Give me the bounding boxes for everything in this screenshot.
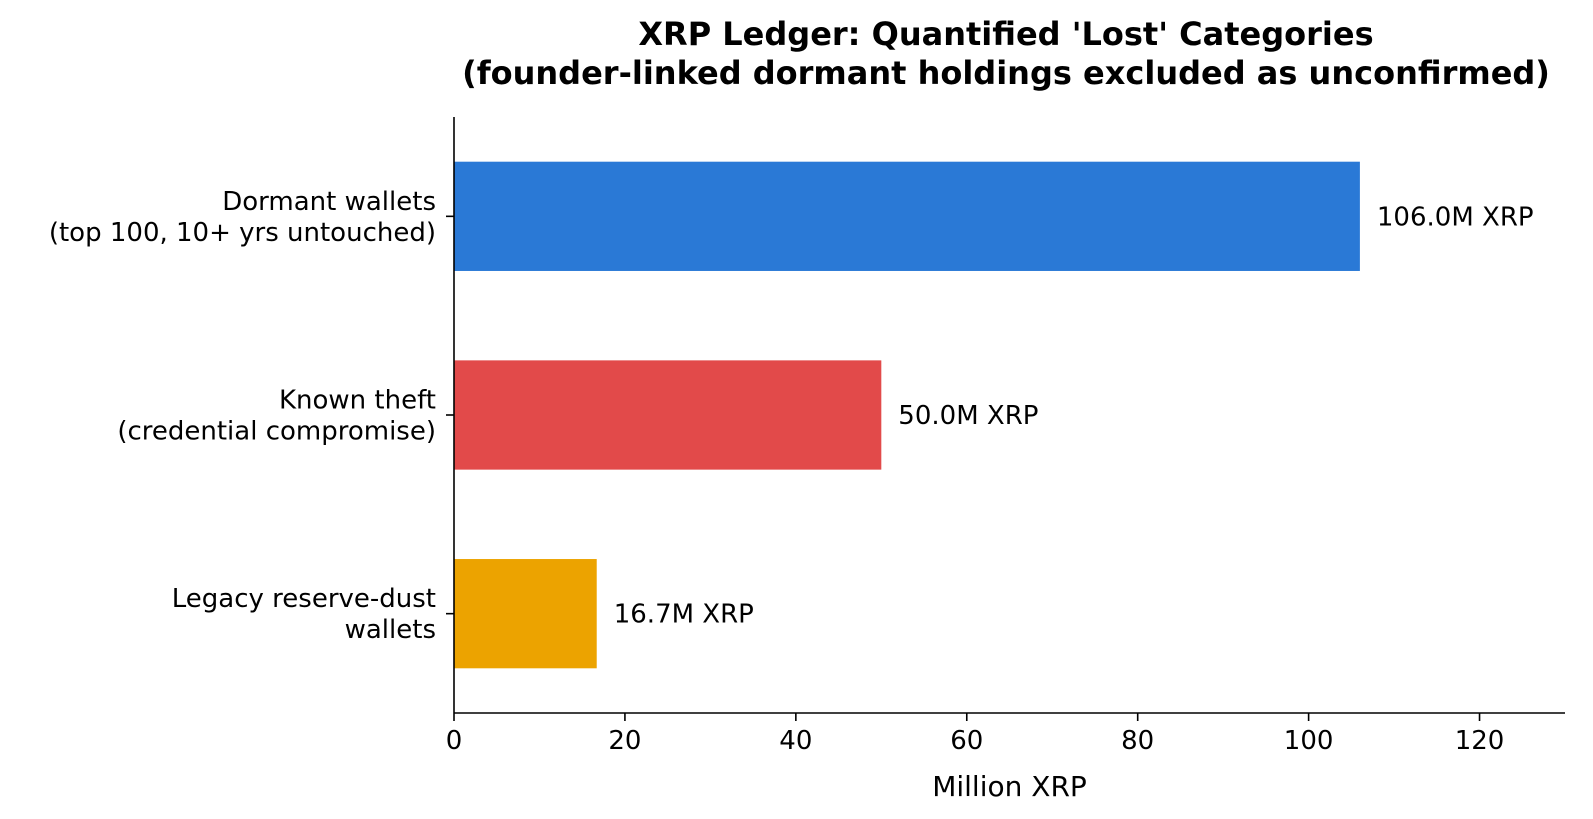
bar-1 [454,360,882,470]
x-axis-ticks-group: 0 20 40 60 80 100 120 [446,713,1505,756]
category-label-1-line-0: Known theft [279,386,436,416]
category-label-0-line-1: (top 100, 10+ yrs untouched) [49,218,436,248]
chart-title: XRP Ledger: Quantified 'Lost' Categories… [462,15,1550,92]
bars-group [454,161,1360,669]
value-label-1: 50.0M XRP [898,401,1038,431]
value-label-2: 16.7M XRP [614,600,754,630]
category-label-0-line-0: Dormant wallets [222,187,436,217]
x-tick-label-6: 120 [1455,726,1505,756]
x-tick-label-3: 60 [950,726,983,756]
x-tick-label-1: 20 [608,726,641,756]
category-label-2-line-1: wallets [345,615,436,645]
bar-0 [454,161,1360,271]
x-axis-title: Million XRP [932,770,1087,803]
x-tick-label-4: 80 [1121,726,1154,756]
category-labels-group: Dormant wallets(top 100, 10+ yrs untouch… [49,187,454,645]
category-label-2-line-0: Legacy reserve-dust [172,584,436,614]
x-tick-label-5: 100 [1284,726,1334,756]
value-label-0: 106.0M XRP [1377,202,1534,232]
category-label-1-line-1: (credential compromise) [117,417,436,447]
chart-title-line-2: (founder-linked dormant holdings exclude… [462,54,1550,92]
chart-title-line-1: XRP Ledger: Quantified 'Lost' Categories [638,15,1373,53]
value-labels-group: 106.0M XRP 50.0M XRP 16.7M XRP [614,202,1534,629]
bar-2 [454,559,597,669]
x-tick-label-2: 40 [779,726,812,756]
x-tick-label-0: 0 [446,726,463,756]
